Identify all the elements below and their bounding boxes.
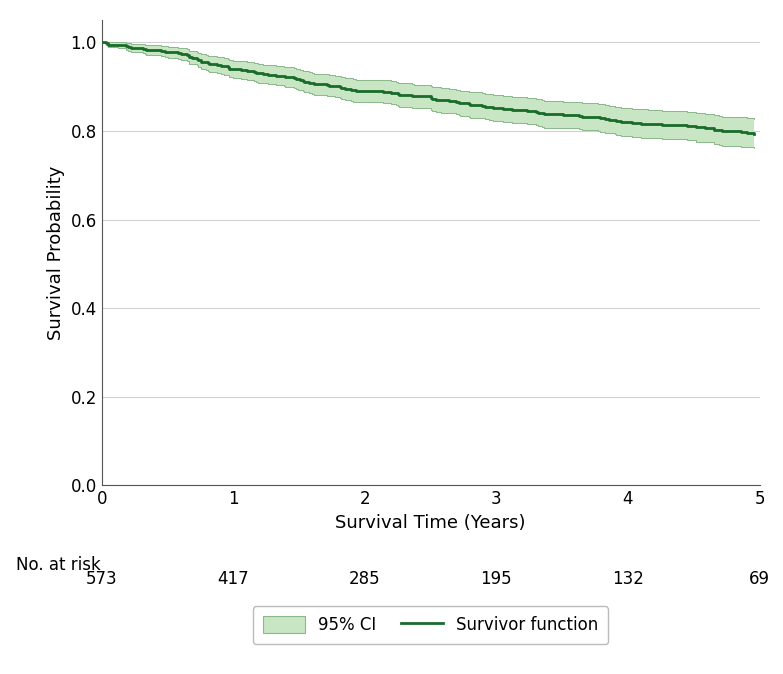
Text: 132: 132 bbox=[612, 570, 644, 588]
Text: 195: 195 bbox=[481, 570, 512, 588]
Legend: 95% CI, Survivor function: 95% CI, Survivor function bbox=[253, 606, 608, 644]
Y-axis label: Survival Probability: Survival Probability bbox=[47, 166, 65, 340]
Text: No. at risk: No. at risk bbox=[16, 556, 100, 574]
X-axis label: Survival Time (Years): Survival Time (Years) bbox=[335, 514, 526, 532]
Text: 69: 69 bbox=[749, 570, 770, 588]
Text: 285: 285 bbox=[349, 570, 381, 588]
Text: 417: 417 bbox=[218, 570, 249, 588]
Text: 573: 573 bbox=[86, 570, 117, 588]
